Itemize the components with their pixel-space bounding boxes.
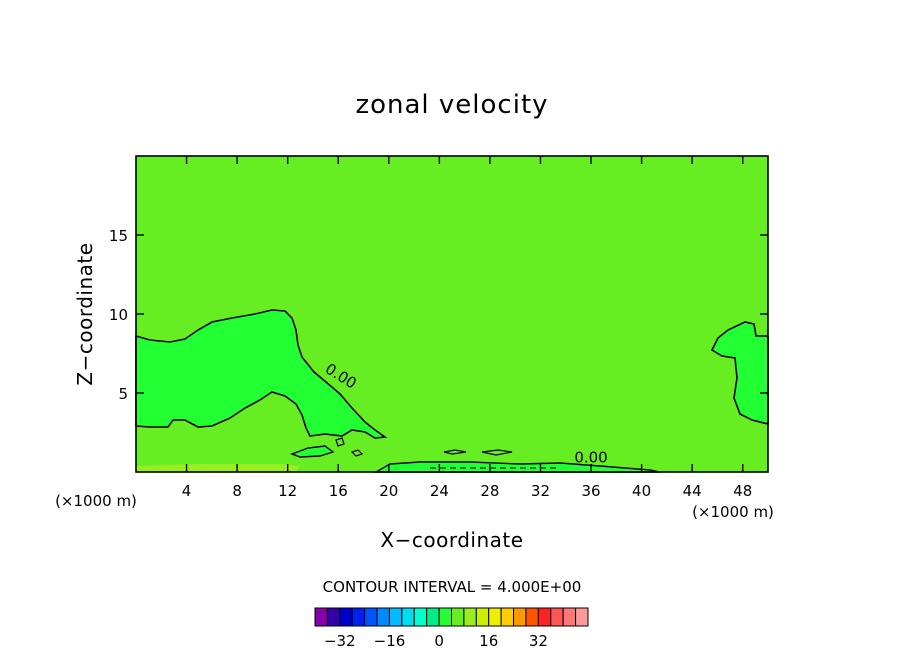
x-tick-label: 28 <box>480 482 499 500</box>
y-tick-label: 15 <box>109 227 128 245</box>
zero-contour-island <box>290 445 335 458</box>
zero-contour-region-left <box>135 309 388 439</box>
zero-contour-bottom-band <box>373 461 661 473</box>
colorbar-swatch <box>426 607 440 627</box>
contour-interval-label: CONTOUR INTERVAL = 4.000E+00 <box>323 578 582 596</box>
colorbar-swatch <box>351 607 366 627</box>
x-tick-label: 44 <box>683 482 702 500</box>
surface-band <box>136 464 300 472</box>
x-tick-labels: 4 8 12 16 20 24 28 32 36 40 44 48 <box>182 482 752 500</box>
x-tick-label: 8 <box>232 482 242 500</box>
colorbar-swatch <box>562 607 577 627</box>
colorbar-swatch <box>339 607 353 627</box>
x-unit-label-left: (×1000 m) <box>55 492 137 510</box>
colorbar-tick-label: −32 <box>324 632 356 650</box>
colorbar-swatch <box>537 607 552 627</box>
colorbar-swatch <box>463 607 477 627</box>
x-tick-label: 20 <box>379 482 398 500</box>
y-tick-label: 5 <box>118 385 128 403</box>
colorbar-swatch <box>413 607 428 627</box>
x-tick-label: 32 <box>531 482 550 500</box>
colorbar-swatch <box>488 607 502 627</box>
colorbar-swatch <box>364 607 378 627</box>
x-tick-label: 24 <box>430 482 449 500</box>
colorbar-swatch <box>401 607 415 627</box>
colorbar <box>314 607 589 627</box>
colorbar-swatch <box>525 607 539 627</box>
x-unit-label-right: (×1000 m) <box>692 503 774 521</box>
x-axis-label: X−coordinate <box>380 528 523 552</box>
colorbar-swatch <box>388 607 403 627</box>
colorbar-swatch <box>475 607 490 627</box>
x-tick-label: 4 <box>182 482 192 500</box>
colorbar-swatch <box>326 607 341 627</box>
x-tick-label: 16 <box>329 482 348 500</box>
y-tick-label: 10 <box>109 306 128 324</box>
plot-area: 0.000.00 <box>135 155 769 473</box>
contour-wisp <box>335 437 345 447</box>
contour-wisp <box>443 449 467 455</box>
colorbar-tick-labels: −32 −16 0 16 32 <box>324 632 548 650</box>
x-tick-label: 48 <box>733 482 752 500</box>
colorbar-swatch <box>451 607 465 627</box>
colorbar-swatch <box>500 607 515 627</box>
chart-title: zonal velocity <box>355 90 548 120</box>
colorbar-tick-label: 16 <box>479 632 498 650</box>
contour-wisp <box>350 449 364 457</box>
colorbar-tick-label: −16 <box>374 632 406 650</box>
colorbar-swatch <box>550 607 564 627</box>
colorbar-swatch <box>575 607 589 627</box>
colorbar-swatch <box>376 607 390 627</box>
velocity-field-background <box>136 156 768 472</box>
colorbar-tick-label: 32 <box>529 632 548 650</box>
x-tick-label: 36 <box>581 482 600 500</box>
colorbar-swatch <box>438 607 453 627</box>
colorbar-swatch <box>513 607 527 627</box>
contour-label: 0.00 <box>574 449 607 467</box>
axis-ticks <box>136 156 768 472</box>
x-tick-label: 40 <box>632 482 651 500</box>
contour-wisp <box>481 449 513 456</box>
zero-contour-region-right <box>710 321 769 426</box>
colorbar-swatch <box>314 607 328 627</box>
colorbar-tick-label: 0 <box>434 632 444 650</box>
y-axis-label: Z−coordinate <box>73 242 97 385</box>
x-tick-label: 12 <box>278 482 297 500</box>
y-tick-labels: 5 10 15 <box>109 227 128 403</box>
